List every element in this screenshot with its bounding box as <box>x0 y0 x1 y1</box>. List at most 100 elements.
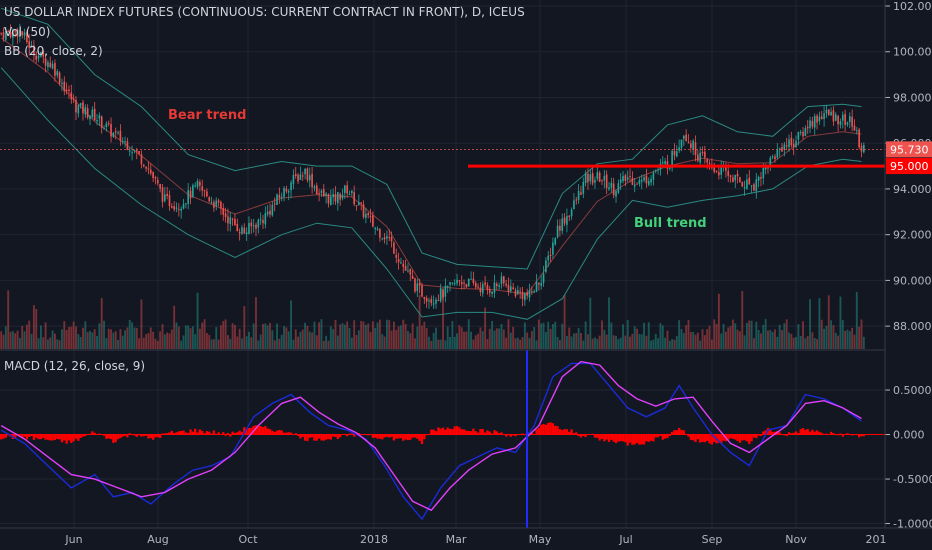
macd-histogram-bar <box>619 434 622 442</box>
macd-histogram-bar <box>645 434 648 442</box>
macd-histogram-bar <box>455 426 459 435</box>
macd-histogram-bar <box>570 429 573 435</box>
volume-bar <box>846 329 849 349</box>
volume-bar <box>563 294 566 349</box>
volume-bar <box>439 339 442 349</box>
volume-bar <box>42 337 45 349</box>
volume-bar <box>170 329 173 349</box>
candle-body <box>860 145 863 152</box>
macd-histogram-bar <box>173 433 176 435</box>
candle-body <box>133 149 136 151</box>
candle-body <box>690 143 692 148</box>
volume-bar <box>537 319 540 349</box>
volume-bar <box>16 330 19 349</box>
volume-bar <box>830 320 833 349</box>
macd-histogram-bar <box>357 433 361 435</box>
macd-histogram-bar <box>151 434 155 440</box>
volume-bar <box>781 330 783 349</box>
macd-histogram-bar <box>301 434 304 437</box>
macd-histogram-bar <box>764 430 767 435</box>
volume-bar <box>608 297 610 349</box>
volume-bar <box>696 332 699 349</box>
candle-body <box>563 217 566 224</box>
candle-body <box>661 162 664 164</box>
candle-body <box>715 170 718 172</box>
candle-body <box>285 188 288 192</box>
volume-bar <box>514 338 517 349</box>
volume-bar <box>290 300 292 349</box>
candle-body <box>395 254 398 258</box>
candle-body <box>545 260 547 272</box>
volume-bar <box>650 340 653 349</box>
candle-body <box>435 299 437 304</box>
candle-body <box>353 192 356 205</box>
candle-body <box>813 116 816 128</box>
volume-bar <box>388 320 391 349</box>
candle-body <box>652 172 655 180</box>
candle-body <box>629 176 631 178</box>
macd-histogram-bar <box>294 433 297 435</box>
candle-body <box>502 276 505 283</box>
volume-bar <box>724 331 727 349</box>
x-tick-label: Nov <box>785 533 807 546</box>
last-price-tag-bg <box>886 141 932 158</box>
volume-bar <box>601 320 603 349</box>
macd-histogram-bar <box>694 434 697 443</box>
candle-body <box>456 279 458 284</box>
candle-body <box>35 55 38 60</box>
macd-histogram-bar <box>32 434 36 440</box>
volume-bar <box>147 333 150 349</box>
candle-body <box>727 171 730 176</box>
macd-histogram-bar <box>759 434 763 437</box>
macd-histogram-bar <box>862 434 865 437</box>
candle-body <box>841 114 844 121</box>
macd-histogram-bar <box>53 434 57 441</box>
macd-histogram-bar <box>804 429 807 435</box>
candle-body <box>329 196 332 206</box>
volume-bar <box>86 332 89 349</box>
macd-histogram-bar <box>542 424 545 435</box>
volume-bar <box>437 339 440 349</box>
macd-histogram-bar <box>336 434 339 440</box>
volume-bar <box>262 324 264 349</box>
volume-bar <box>96 335 98 349</box>
volume-bar <box>152 331 155 349</box>
candle-body <box>19 29 21 38</box>
volume-bar <box>851 327 854 349</box>
macd-histogram-bar <box>346 434 349 437</box>
candle-body <box>386 236 388 239</box>
volume-bar <box>825 325 828 349</box>
candle-body <box>388 237 391 239</box>
macd-histogram-bar <box>189 429 192 435</box>
volume-bar <box>215 327 218 349</box>
volume-bar <box>502 329 505 349</box>
macd-histogram-bar <box>163 433 166 435</box>
volume-bar <box>416 326 419 349</box>
candle-body <box>570 209 573 217</box>
macd-histogram-bar <box>266 428 269 435</box>
volume-bar <box>219 325 222 349</box>
candle-body <box>746 179 748 189</box>
volume-bar <box>128 319 131 349</box>
volume-bar <box>166 332 169 349</box>
volume-bar <box>673 339 676 349</box>
volume-bar <box>355 334 358 349</box>
macd-histogram-bar <box>561 430 564 435</box>
candle-body <box>248 223 250 234</box>
volume-bar <box>306 325 309 349</box>
candle-body <box>234 218 236 226</box>
volume-bar <box>245 336 248 349</box>
candle-body <box>589 174 592 181</box>
candle-body <box>159 184 161 189</box>
support-line[interactable] <box>0 148 885 168</box>
candle-body <box>540 283 543 286</box>
volume-bar <box>535 340 538 349</box>
volume-bar <box>603 329 606 349</box>
macd-histogram-bar <box>126 434 129 438</box>
macd-histogram-bar <box>67 434 71 441</box>
x-tick-label: May <box>529 533 552 546</box>
macd-histogram-bar <box>451 429 454 435</box>
macd-histogram-bar <box>280 430 283 435</box>
volume-bar <box>180 340 183 349</box>
